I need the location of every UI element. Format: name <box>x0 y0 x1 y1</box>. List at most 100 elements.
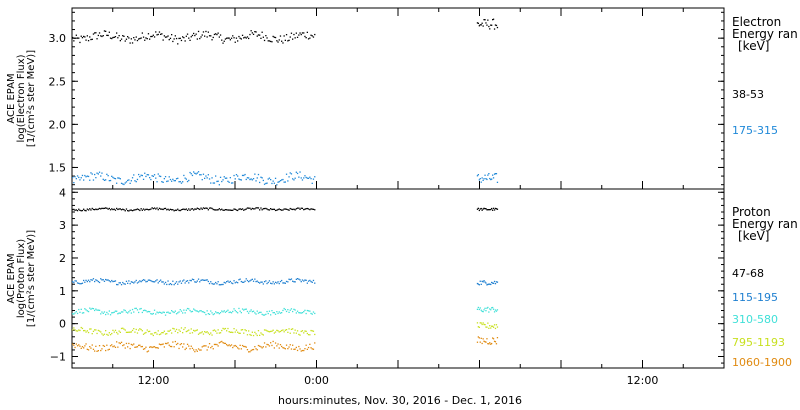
data-point <box>477 283 479 285</box>
data-point <box>261 177 263 179</box>
data-point <box>296 349 299 352</box>
data-point <box>199 37 201 40</box>
data-point <box>87 209 90 211</box>
data-point <box>171 34 173 36</box>
data-point <box>230 312 233 314</box>
data-point <box>204 177 206 179</box>
data-point <box>224 177 227 179</box>
data-point <box>229 39 231 41</box>
data-point <box>103 207 106 209</box>
data-point <box>300 350 302 352</box>
data-point <box>284 308 286 311</box>
data-point <box>277 330 279 332</box>
data-point <box>303 209 305 211</box>
data-point <box>226 37 228 39</box>
data-point <box>111 312 113 314</box>
data-point <box>257 312 260 314</box>
data-point <box>248 351 250 353</box>
data-point <box>491 325 493 327</box>
data-point <box>201 331 203 333</box>
data-point <box>141 311 143 314</box>
data-point <box>300 207 302 209</box>
data-point <box>493 209 496 211</box>
data-point <box>191 310 194 313</box>
data-point <box>133 37 135 39</box>
data-point <box>164 333 167 335</box>
data-point <box>222 209 224 211</box>
data-point <box>193 329 195 332</box>
data-point <box>212 283 214 285</box>
data-point <box>254 278 256 280</box>
data-point <box>184 327 186 329</box>
data-point <box>107 313 109 315</box>
data-point <box>484 19 486 21</box>
data-point <box>103 311 106 313</box>
data-point <box>249 178 251 181</box>
data-point <box>149 38 151 40</box>
data-point <box>178 209 180 212</box>
data-point <box>303 332 305 334</box>
data-point <box>223 342 225 344</box>
data-point <box>272 312 274 314</box>
data-point <box>238 35 240 38</box>
data-point <box>76 210 79 212</box>
data-point <box>267 40 269 42</box>
data-point <box>272 281 274 283</box>
data-point <box>309 176 311 178</box>
data-point <box>86 330 88 332</box>
data-point <box>114 310 117 312</box>
data-point <box>218 342 220 344</box>
data-point <box>256 177 258 179</box>
data-point <box>166 36 168 38</box>
data-point <box>491 178 493 180</box>
data-point <box>314 312 316 315</box>
data-point <box>230 37 233 39</box>
data-point <box>299 32 301 34</box>
data-point <box>113 36 115 38</box>
data-point <box>133 209 135 211</box>
data-point <box>235 329 238 331</box>
data-point <box>125 38 128 40</box>
data-point <box>123 328 125 330</box>
data-point <box>150 346 152 348</box>
data-point <box>74 280 76 282</box>
data-point <box>81 282 84 284</box>
data-point <box>85 279 87 281</box>
data-point <box>301 330 304 332</box>
data-point <box>243 281 245 283</box>
data-point <box>182 332 184 334</box>
data-point <box>494 341 497 343</box>
data-point <box>276 184 278 186</box>
data-point <box>488 173 490 175</box>
data-point <box>135 328 137 331</box>
data-point <box>89 307 91 309</box>
data-point <box>311 348 313 350</box>
data-point <box>206 349 208 351</box>
data-point <box>215 281 217 284</box>
data-point <box>219 209 222 211</box>
data-point <box>294 348 296 350</box>
data-point <box>292 310 294 313</box>
data-point <box>125 342 128 345</box>
data-point <box>86 35 88 37</box>
data-point <box>304 348 306 350</box>
data-point <box>163 35 165 37</box>
data-point <box>257 330 260 332</box>
legend-entry-310-580: 310-580 <box>732 313 778 326</box>
data-point <box>153 207 156 209</box>
data-point <box>174 282 176 284</box>
data-point <box>226 281 228 283</box>
data-point <box>492 18 495 20</box>
data-point <box>145 346 147 348</box>
data-point <box>476 282 479 285</box>
data-point <box>109 37 112 39</box>
data-point <box>482 338 484 340</box>
data-point <box>91 173 93 175</box>
data-point <box>495 208 498 210</box>
data-point <box>123 344 125 346</box>
data-point <box>298 312 300 314</box>
data-point <box>101 207 103 209</box>
data-point <box>113 345 115 347</box>
data-point <box>122 208 124 210</box>
